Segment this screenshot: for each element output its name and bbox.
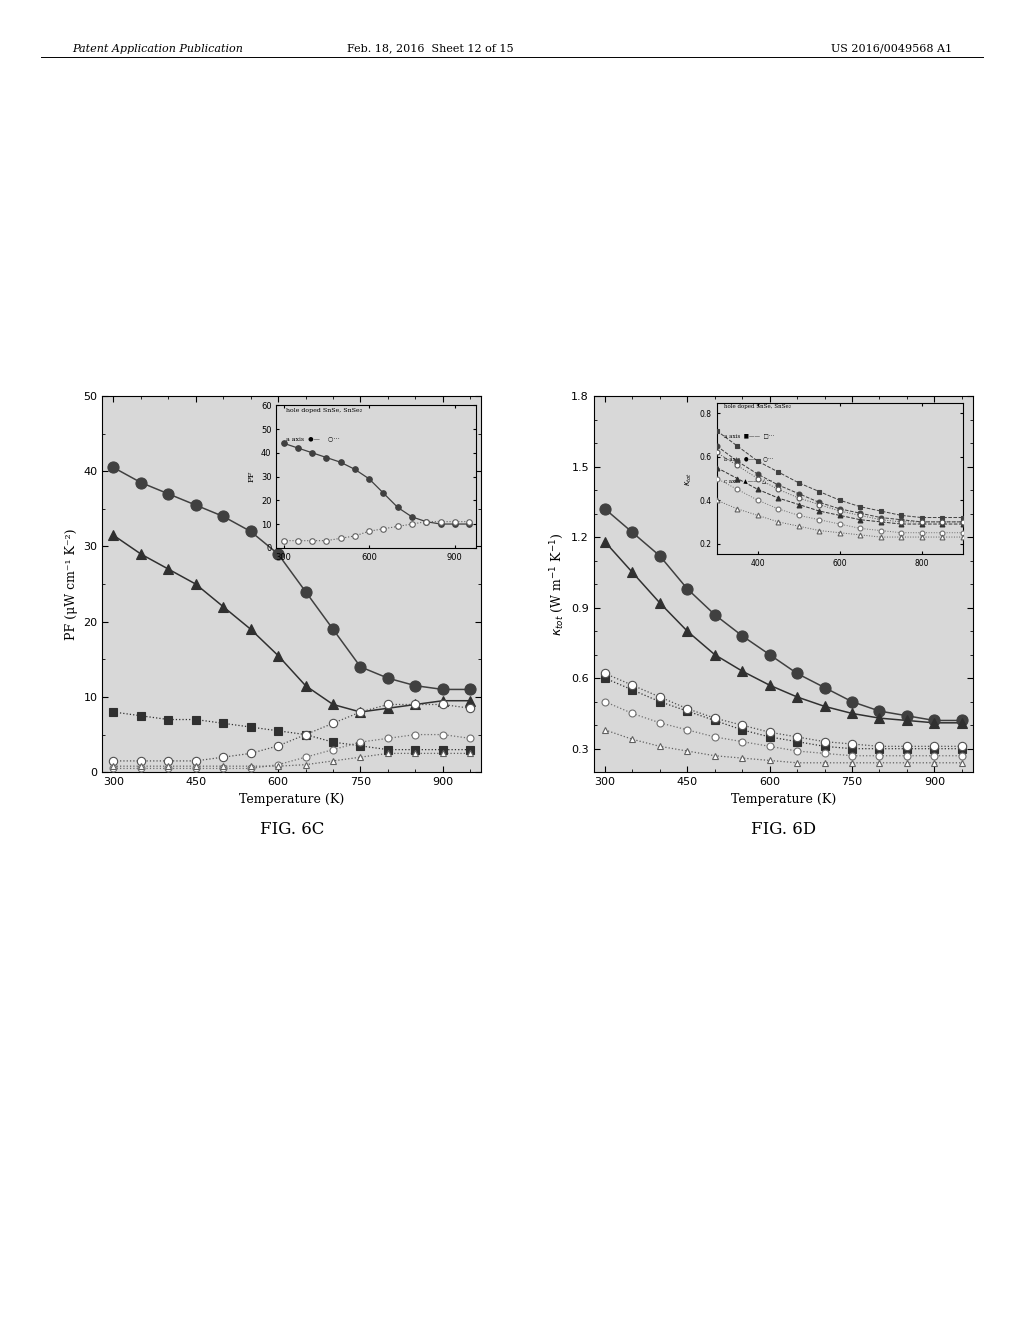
Text: a axis  ■——  □⋅⋅⋅: a axis ■—— □⋅⋅⋅: [724, 433, 774, 438]
Text: a axis  ●—    ○⋅⋅⋅: a axis ●— ○⋅⋅⋅: [287, 437, 340, 442]
X-axis label: Temperature (K): Temperature (K): [240, 792, 344, 805]
Y-axis label: PF: PF: [248, 471, 255, 482]
Y-axis label: $\kappa_{tot}$ (W m$^{-1}$ K$^{-1}$): $\kappa_{tot}$ (W m$^{-1}$ K$^{-1}$): [548, 532, 565, 636]
Text: US 2016/0049568 A1: US 2016/0049568 A1: [831, 44, 952, 54]
Text: b axis  ●——  ○⋅⋅⋅: b axis ●—— ○⋅⋅⋅: [724, 455, 774, 461]
X-axis label: Temperature (K): Temperature (K): [731, 792, 836, 805]
Text: FIG. 6C: FIG. 6C: [260, 821, 324, 838]
Text: Patent Application Publication: Patent Application Publication: [72, 44, 243, 54]
Y-axis label: PF (μW cm⁻¹ K⁻²): PF (μW cm⁻¹ K⁻²): [65, 528, 78, 640]
Y-axis label: $\kappa_{tot}$: $\kappa_{tot}$: [684, 471, 694, 486]
Text: Feb. 18, 2016  Sheet 12 of 15: Feb. 18, 2016 Sheet 12 of 15: [347, 44, 513, 54]
Text: FIG. 6D: FIG. 6D: [751, 821, 816, 838]
Text: hole doped SnSe, SnSe₂: hole doped SnSe, SnSe₂: [724, 404, 792, 409]
Text: hole doped SnSe, SnSe₂: hole doped SnSe, SnSe₂: [287, 408, 362, 413]
Text: c axis  ▲——  △⋅⋅⋅: c axis ▲—— △⋅⋅⋅: [724, 479, 772, 483]
